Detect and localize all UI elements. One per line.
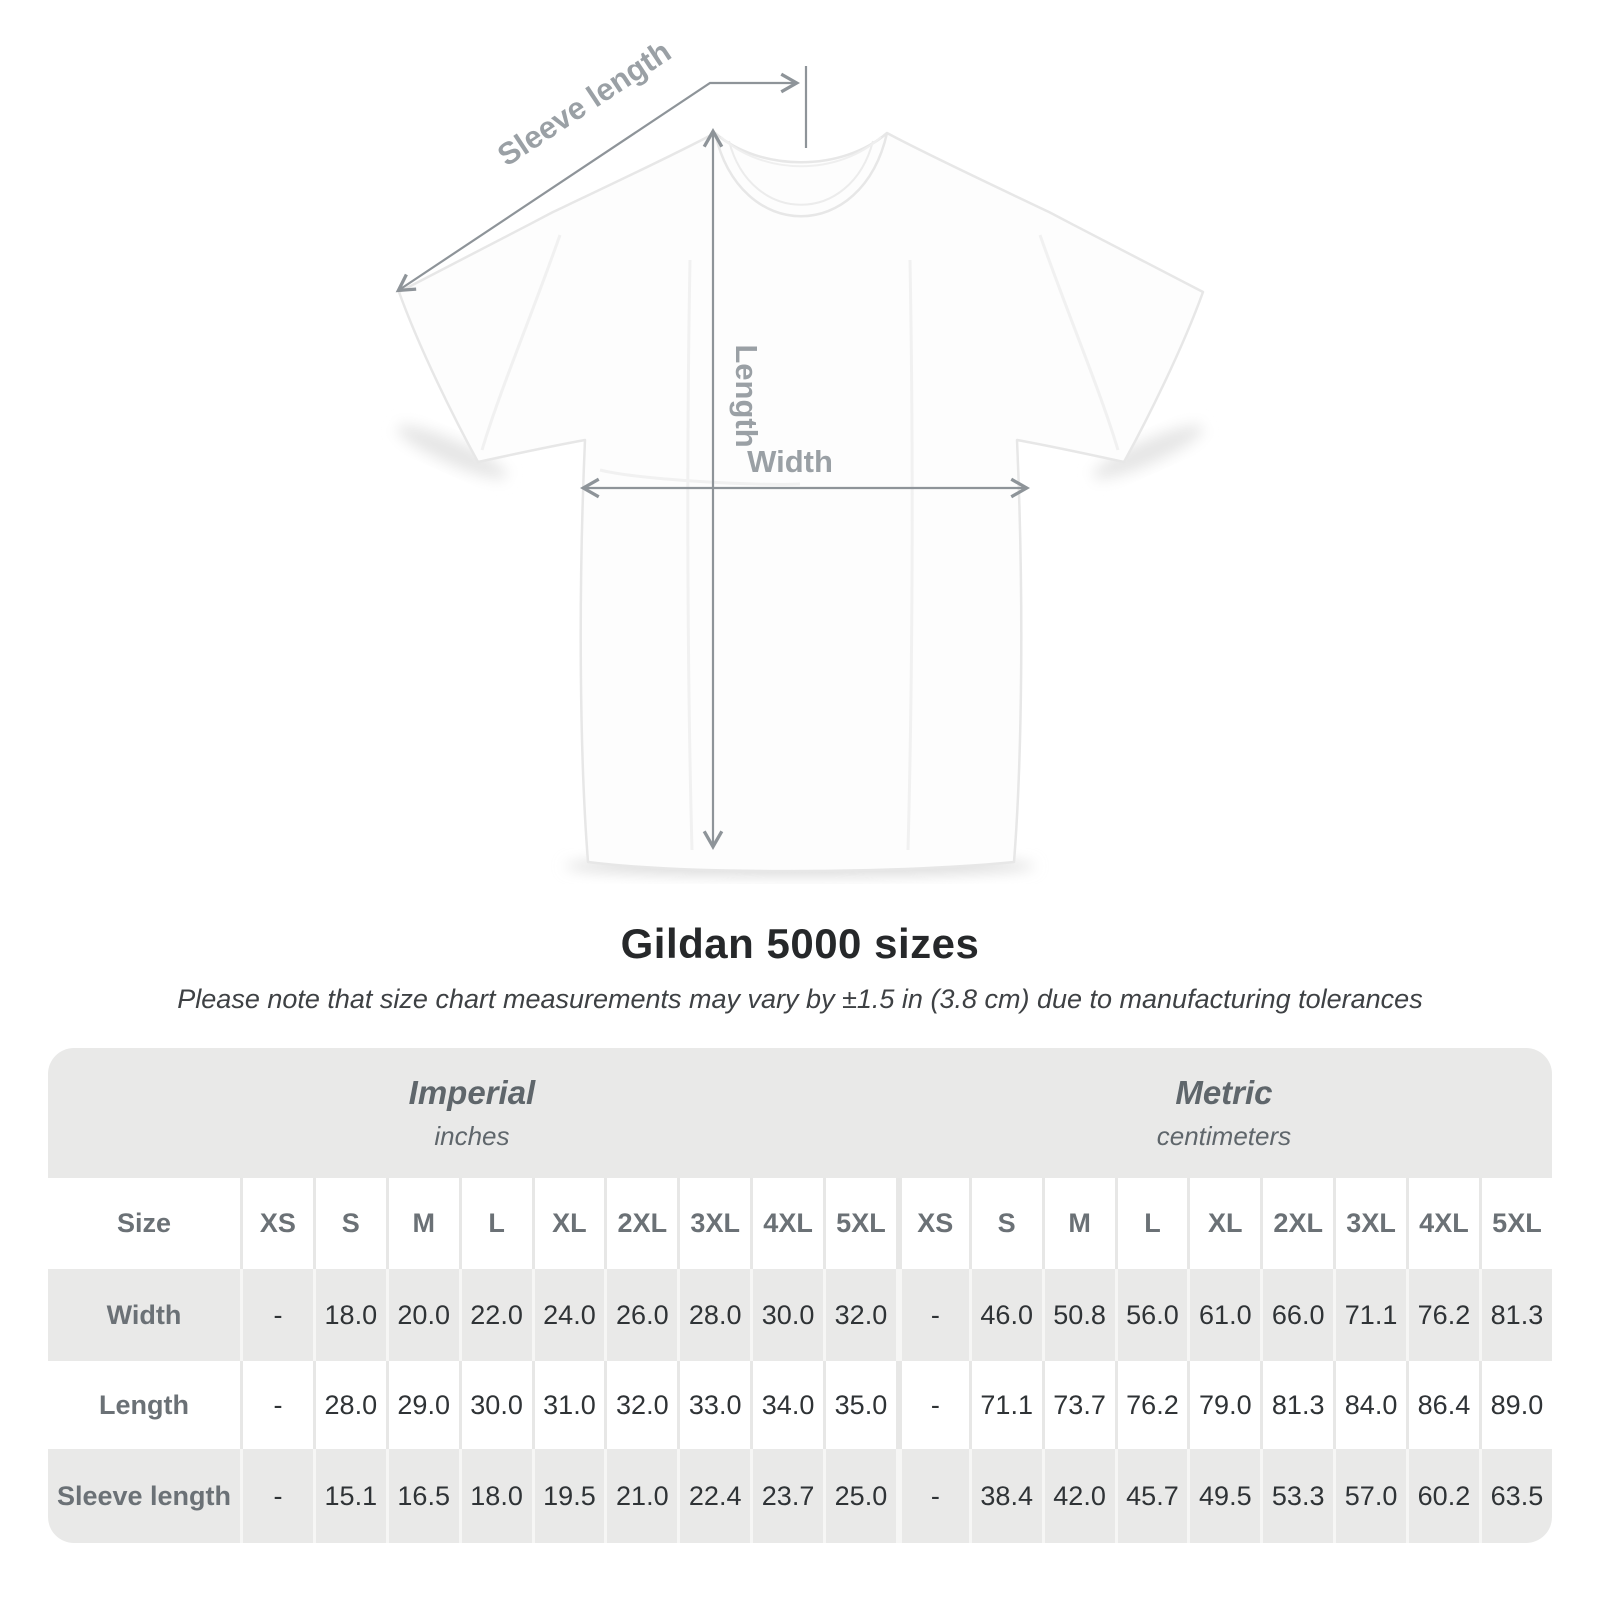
width-imperial-m: 20.0 [385,1269,459,1361]
unit-group-row: Imperial inches Metric centimeters [48,1048,1552,1178]
sleeve-metric-s: 38.4 [968,1449,1042,1543]
sleeve-metric-m: 42.0 [1041,1449,1115,1543]
tolerance-note: Please note that size chart measurements… [177,984,1423,1014]
measurement-lines [399,66,1026,846]
sleeve-metric-xs: - [895,1449,969,1543]
sleeve-length-label: Sleeve length [491,33,677,172]
size-header-metric-3xl: 3XL [1333,1178,1406,1269]
sleeve-imperial-3xl: 22.4 [677,1449,750,1543]
length-imperial-xl: 31.0 [531,1361,605,1449]
metric-label: Metric [1175,1073,1273,1111]
width-imperial-3xl: 28.0 [677,1269,750,1361]
row-label-width: Width [106,1299,182,1330]
length-metric-2xl: 81.3 [1260,1361,1333,1449]
width-imperial-xs: - [240,1269,313,1361]
length-metric-l: 76.2 [1114,1361,1188,1449]
width-metric-4xl: 76.2 [1406,1269,1479,1361]
size-header-metric-l: L [1114,1178,1188,1269]
length-metric-s: 71.1 [968,1361,1042,1449]
row-label-length: Length [99,1389,189,1420]
length-metric-3xl: 84.0 [1333,1361,1406,1449]
sleeve-imperial-5xl: 25.0 [823,1449,896,1543]
width-imperial-l: 22.0 [458,1269,532,1361]
width-metric-s: 46.0 [968,1269,1042,1361]
length-imperial-4xl: 34.0 [750,1361,823,1449]
sleeve-metric-xl: 49.5 [1187,1449,1260,1543]
metric-units: centimeters [1156,1121,1292,1152]
size-header-metric-xl: XL [1187,1178,1260,1269]
imperial-group-header: Imperial inches [48,1048,896,1178]
size-table-container: Imperial inches Metric centimeters Size … [48,1048,1552,1543]
length-imperial-s: 28.0 [312,1361,386,1449]
size-header-metric-4xl: 4XL [1406,1178,1479,1269]
width-imperial-2xl: 26.0 [604,1269,677,1361]
width-metric-3xl: 71.1 [1333,1269,1406,1361]
size-header-imperial-4xl: 4XL [750,1178,823,1269]
size-header-row: Size XS S M L XL 2XL 3XL 4XL 5XL XS S M … [48,1178,1552,1269]
sleeve-metric-3xl: 57.0 [1333,1449,1406,1543]
width-imperial-xl: 24.0 [531,1269,605,1361]
length-imperial-3xl: 33.0 [677,1361,750,1449]
imperial-label: Imperial [408,1073,536,1111]
table-row-length: Length - 28.0 29.0 30.0 31.0 32.0 33.0 3… [48,1361,1552,1449]
width-metric-l: 56.0 [1114,1269,1188,1361]
width-metric-m: 50.8 [1041,1269,1115,1361]
sleeve-imperial-xl: 19.5 [531,1449,605,1543]
size-header-metric-5xl: 5XL [1478,1178,1552,1269]
length-imperial-l: 30.0 [458,1361,532,1449]
size-header-imperial-s: S [312,1178,386,1269]
length-metric-m: 73.7 [1041,1361,1115,1449]
row-label-sleeve-length: Sleeve length [56,1480,232,1511]
length-metric-xl: 79.0 [1187,1361,1260,1449]
length-imperial-m: 29.0 [385,1361,459,1449]
width-metric-xs: - [895,1269,969,1361]
length-metric-4xl: 86.4 [1406,1361,1479,1449]
table-row-sleeve-length: Sleeve length - 15.1 16.5 18.0 19.5 21.0… [48,1449,1552,1543]
width-imperial-5xl: 32.0 [823,1269,896,1361]
length-imperial-xs: - [240,1361,313,1449]
size-column-header: Size [116,1208,172,1238]
size-header-metric-xs: XS [895,1178,969,1269]
length-metric-5xl: 89.0 [1478,1361,1552,1449]
size-header-metric-s: S [968,1178,1042,1269]
size-header-imperial-3xl: 3XL [677,1178,750,1269]
table-row-width: Width - 18.0 20.0 22.0 24.0 26.0 28.0 30… [48,1269,1552,1361]
size-header-imperial-m: M [385,1178,459,1269]
size-header-imperial-xs: XS [240,1178,313,1269]
sleeve-imperial-xs: - [240,1449,313,1543]
sleeve-metric-2xl: 53.3 [1260,1449,1333,1543]
tshirt-measurement-diagram: Sleeve length Length Width [0,33,1205,876]
metric-group-header: Metric centimeters [896,1048,1552,1178]
width-metric-xl: 61.0 [1187,1269,1260,1361]
sleeve-metric-5xl: 63.5 [1478,1449,1552,1543]
sleeve-imperial-4xl: 23.7 [750,1449,823,1543]
sleeve-length-arrow [399,83,796,290]
imperial-units: inches [434,1121,510,1152]
sleeve-imperial-2xl: 21.0 [604,1449,677,1543]
width-metric-5xl: 81.3 [1478,1269,1552,1361]
size-header-imperial-xl: XL [531,1178,605,1269]
size-header-imperial-5xl: 5XL [823,1178,896,1269]
size-header-metric-2xl: 2XL [1260,1178,1333,1269]
sleeve-imperial-m: 16.5 [385,1449,459,1543]
length-label: Length [729,344,764,447]
size-header-imperial-l: L [458,1178,532,1269]
length-imperial-5xl: 35.0 [823,1361,896,1449]
sleeve-metric-4xl: 60.2 [1406,1449,1479,1543]
tshirt-outline [397,131,1205,873]
size-table: Imperial inches Metric centimeters Size … [48,1048,1552,1543]
sleeve-imperial-l: 18.0 [458,1449,532,1543]
width-metric-2xl: 66.0 [1260,1269,1333,1361]
width-label: Width [747,444,833,479]
sleeve-metric-l: 45.7 [1114,1449,1188,1543]
size-header-imperial-2xl: 2XL [604,1178,677,1269]
width-imperial-4xl: 30.0 [750,1269,823,1361]
length-imperial-2xl: 32.0 [604,1361,677,1449]
page-title: Gildan 5000 sizes [620,920,980,967]
width-imperial-s: 18.0 [312,1269,386,1361]
sleeve-imperial-s: 15.1 [312,1449,386,1543]
size-header-metric-m: M [1041,1178,1115,1269]
length-metric-xs: - [895,1361,969,1449]
